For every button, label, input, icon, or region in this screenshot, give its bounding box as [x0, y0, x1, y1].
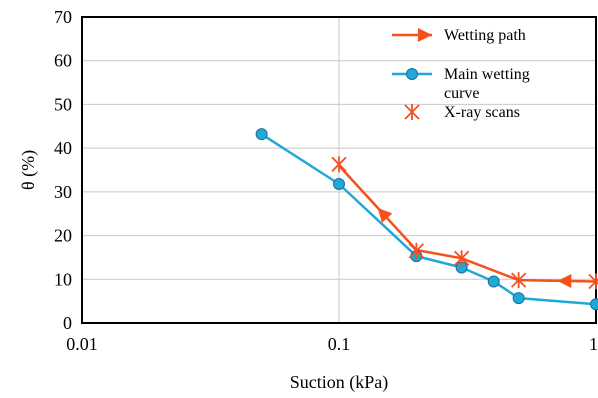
x-tick-label: 0.1 — [328, 334, 351, 354]
y-tick-label: 30 — [54, 182, 72, 202]
legend-label: curve — [444, 85, 480, 102]
y-tick-label: 40 — [54, 138, 72, 158]
data-point — [590, 298, 598, 311]
y-tick-label: 10 — [54, 269, 72, 289]
data-arrow — [377, 207, 393, 223]
series-line — [260, 133, 597, 306]
legend-item: X-ray scans — [404, 104, 520, 121]
grid — [82, 17, 596, 323]
y-tick-label: 60 — [54, 51, 72, 71]
legend-label: X-ray scans — [444, 104, 520, 121]
x-axis-label: Suction (kPa) — [290, 372, 389, 393]
series-layer — [255, 128, 598, 311]
data-point — [408, 242, 425, 259]
series-main-wetting-curve — [255, 128, 598, 311]
data-point — [453, 250, 470, 267]
data-point — [255, 128, 268, 141]
plot-frame — [81, 16, 597, 324]
legend-arrow — [418, 28, 432, 42]
legend-item: Main wetting curve — [392, 66, 530, 102]
x-tick-label: 0.01 — [66, 334, 98, 354]
y-tick-label: 0 — [63, 313, 72, 333]
y-tick-label: 70 — [54, 7, 72, 27]
data-point — [331, 156, 347, 173]
series-x-ray-scans — [331, 156, 598, 290]
y-tick-label: 50 — [54, 94, 72, 114]
legend: Wetting path Main wetting curve X-ray scans — [392, 27, 530, 121]
legend-label: Main wetting — [444, 66, 530, 83]
data-point — [512, 292, 525, 305]
data-point — [588, 273, 598, 290]
data-arrow — [557, 274, 572, 289]
y-tick-label: 20 — [54, 226, 72, 246]
legend-label: Wetting path — [444, 27, 526, 44]
y-axis-label: θ (%) — [18, 150, 39, 190]
legend-marker — [404, 104, 420, 120]
data-point — [487, 275, 500, 288]
x-tick-label: 1 — [589, 334, 598, 354]
legend-item: Wetting path — [392, 27, 526, 44]
legend-marker — [406, 68, 418, 80]
data-point — [510, 272, 527, 289]
tick-labels: 0 10 20 30 40 50 60 70 0.01 0.1 1 — [54, 7, 598, 354]
data-point — [333, 177, 345, 190]
